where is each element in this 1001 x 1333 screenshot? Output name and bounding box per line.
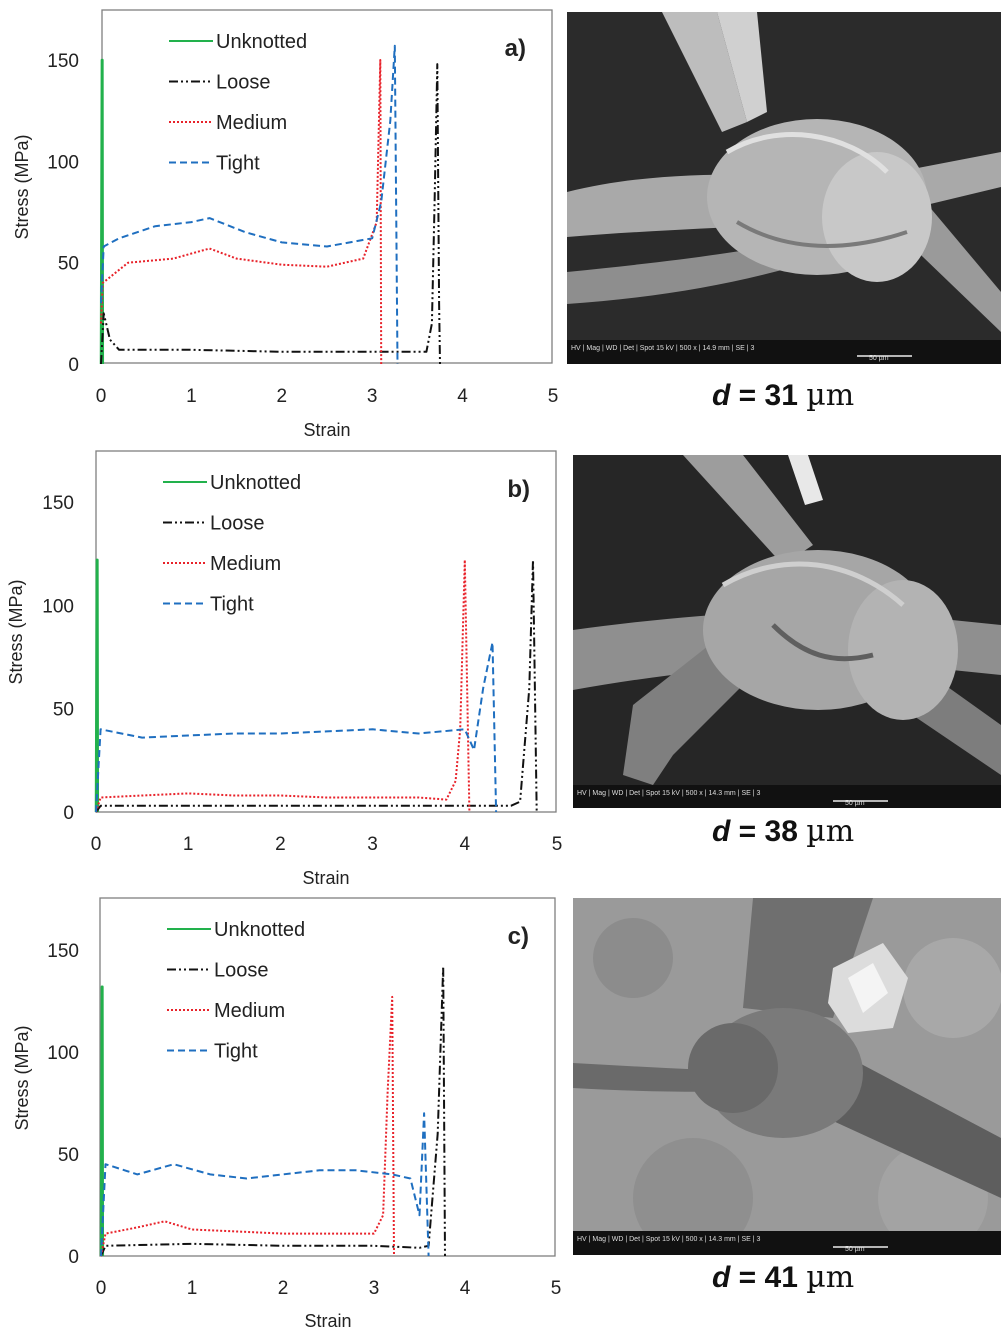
- sem-image-c: HV | Mag | WD | Det | Spot 15 kV | 500 x…: [573, 898, 1001, 1255]
- series-line-medium: [100, 995, 395, 1257]
- x-tick-label: 3: [369, 1278, 380, 1299]
- caption-a-unit: µm: [806, 378, 855, 413]
- legend-label-medium: Medium: [210, 553, 281, 575]
- x-tick-label: 0: [96, 386, 107, 407]
- legend-label-tight: Tight: [210, 594, 254, 616]
- y-tick-label: 0: [63, 803, 74, 824]
- plot-frame: [101, 9, 553, 364]
- x-tick-label: 3: [367, 834, 378, 855]
- panel-label: a): [505, 35, 526, 62]
- series-line-tight: [95, 641, 498, 813]
- knot-micrograph-b: HV | Mag | WD | Det | Spot 15 kV | 500 x…: [573, 455, 1001, 808]
- sem-image-b: HV | Mag | WD | Det | Spot 15 kV | 500 x…: [573, 455, 1001, 808]
- x-tick-label: 5: [548, 386, 559, 407]
- sem-info-a: HV | Mag | WD | Det | Spot 15 kV | 500 x…: [571, 345, 754, 352]
- x-tick-label: 4: [457, 386, 468, 407]
- sem-image-a: HV | Mag | WD | Det | Spot 15 kV | 500 x…: [567, 12, 1001, 364]
- y-axis-label: Stress (MPa): [12, 1025, 32, 1130]
- caption-b: d = 38 µm: [712, 814, 854, 849]
- legend-label-medium: Medium: [216, 112, 287, 134]
- plot-frame: [99, 897, 556, 1257]
- series-line-unknotted: [99, 985, 105, 1257]
- y-tick-label: 100: [47, 152, 79, 173]
- y-tick-label: 50: [53, 700, 74, 721]
- sem-scale-a: 50 µm: [869, 355, 889, 362]
- x-tick-label: 1: [183, 834, 194, 855]
- caption-b-eq: = 38: [730, 815, 807, 848]
- y-tick-label: 0: [68, 1247, 79, 1268]
- panel-label: b): [507, 476, 530, 503]
- sem-info-c: HV | Mag | WD | Det | Spot 15 kV | 500 x…: [577, 1236, 760, 1243]
- series-line-loose: [100, 965, 446, 1257]
- y-tick-label: 100: [42, 596, 74, 617]
- caption-c-var: d: [712, 1261, 731, 1294]
- sem-scale-b: 50 µm: [845, 800, 865, 807]
- caption-c-eq: = 41: [730, 1261, 807, 1294]
- series-line-loose: [100, 63, 441, 365]
- caption-c-unit: µm: [806, 1260, 855, 1295]
- legend-label-loose: Loose: [214, 960, 269, 982]
- legend-label-tight: Tight: [214, 1041, 258, 1063]
- x-tick-label: 5: [551, 1278, 562, 1299]
- sem-scale-c: 50 µm: [845, 1246, 865, 1253]
- legend-label-unknotted: Unknotted: [216, 31, 307, 53]
- caption-a-var: d: [712, 379, 731, 412]
- x-tick-label: 3: [367, 386, 378, 407]
- y-tick-label: 100: [47, 1043, 79, 1064]
- x-tick-label: 2: [275, 834, 286, 855]
- legend-label-unknotted: Unknotted: [210, 472, 301, 494]
- series-line-medium: [95, 558, 471, 813]
- y-tick-label: 150: [47, 941, 79, 962]
- y-tick-label: 50: [58, 1145, 79, 1166]
- legend-label-tight: Tight: [216, 153, 260, 175]
- sem-info-b: HV | Mag | WD | Det | Spot 15 kV | 500 x…: [577, 790, 760, 797]
- caption-b-unit: µm: [806, 814, 855, 849]
- series-line-unknotted: [94, 558, 100, 813]
- y-tick-label: 0: [68, 355, 79, 376]
- caption-c: d = 41 µm: [712, 1260, 854, 1295]
- y-tick-label: 150: [47, 51, 79, 72]
- x-tick-label: 4: [460, 834, 471, 855]
- y-tick-label: 50: [58, 254, 79, 275]
- legend-label-unknotted: Unknotted: [214, 919, 305, 941]
- caption-a: d = 31 µm: [712, 378, 854, 413]
- x-tick-label: 2: [278, 1278, 289, 1299]
- y-tick-label: 150: [42, 493, 74, 514]
- knot-micrograph-c: HV | Mag | WD | Det | Spot 15 kV | 500 x…: [573, 898, 1001, 1255]
- legend-label-medium: Medium: [214, 1000, 285, 1022]
- x-axis-label: Strain: [302, 868, 349, 888]
- series-line-tight: [100, 44, 399, 365]
- y-axis-label: Stress (MPa): [12, 134, 32, 239]
- knot-micrograph-a: HV | Mag | WD | Det | Spot 15 kV | 500 x…: [567, 12, 1001, 364]
- y-axis-label: Stress (MPa): [6, 579, 26, 684]
- caption-b-var: d: [712, 815, 731, 848]
- x-axis-label: Strain: [304, 1311, 351, 1331]
- caption-a-eq: = 31: [730, 379, 807, 412]
- series-line-loose: [95, 558, 538, 813]
- plot-frame: [95, 450, 557, 813]
- x-tick-label: 1: [186, 386, 197, 407]
- x-tick-label: 5: [552, 834, 563, 855]
- x-tick-label: 1: [187, 1278, 198, 1299]
- x-tick-label: 4: [460, 1278, 471, 1299]
- x-axis-label: Strain: [303, 420, 350, 440]
- panel-label: c): [508, 923, 529, 950]
- legend-label-loose: Loose: [216, 72, 271, 94]
- x-tick-label: 2: [277, 386, 288, 407]
- series-line-unknotted: [99, 58, 105, 365]
- x-tick-label: 0: [91, 834, 102, 855]
- series-line-tight: [100, 1112, 430, 1257]
- legend-label-loose: Loose: [210, 513, 265, 535]
- x-tick-label: 0: [96, 1278, 107, 1299]
